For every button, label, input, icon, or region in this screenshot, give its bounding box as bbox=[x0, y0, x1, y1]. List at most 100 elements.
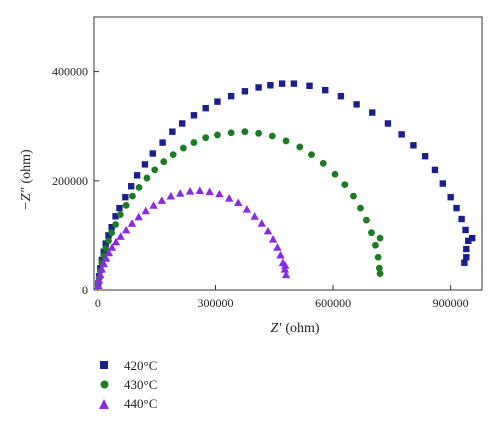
x-axis-ticks: 0 300000 600000 900000 bbox=[95, 285, 469, 310]
legend-label-430: 430°C bbox=[124, 376, 158, 392]
plot-frame bbox=[93, 16, 483, 291]
data-point-square bbox=[431, 166, 439, 174]
data-point-circle bbox=[371, 241, 379, 249]
data-point-circle bbox=[341, 181, 349, 189]
data-point-square bbox=[410, 142, 417, 149]
data-point-square bbox=[241, 88, 249, 95]
legend-label-420: 420°C bbox=[124, 357, 158, 373]
data-point-square bbox=[108, 224, 115, 231]
data-point-circle bbox=[135, 183, 143, 191]
data-point-square bbox=[469, 234, 476, 242]
data-point-square bbox=[122, 193, 129, 201]
circle-marker-icon bbox=[98, 379, 110, 391]
data-point-triangle bbox=[166, 191, 176, 200]
data-point-triangle bbox=[234, 198, 243, 207]
data-point-square bbox=[421, 153, 429, 160]
data-point-circle bbox=[268, 132, 276, 140]
data-point-triangle bbox=[276, 250, 285, 259]
data-point-circle bbox=[350, 192, 357, 200]
data-point-triangle bbox=[280, 265, 290, 273]
data-point-square bbox=[100, 248, 107, 255]
series-3 bbox=[94, 186, 291, 290]
data-point-triangle bbox=[257, 219, 266, 227]
data-point-circle bbox=[376, 234, 384, 242]
data-point-triangle bbox=[97, 265, 107, 273]
data-point-circle bbox=[241, 128, 249, 136]
data-point-circle bbox=[331, 170, 339, 178]
data-point-square bbox=[227, 92, 235, 100]
data-point-square bbox=[255, 84, 262, 91]
data-point-circle bbox=[374, 253, 382, 261]
data-point-circle bbox=[296, 143, 304, 151]
data-point-circle bbox=[308, 151, 315, 158]
impedance-chart: 0 200000 400000 0 300000 600000 900000 Z′ (ohm… bbox=[19, 16, 483, 336]
data-point-square bbox=[398, 131, 405, 138]
data-point-square bbox=[461, 259, 468, 266]
data-point-square bbox=[128, 183, 135, 190]
data-point-square bbox=[116, 204, 123, 212]
legend-label-440: 440°C bbox=[124, 395, 158, 411]
data-point-square bbox=[465, 237, 472, 245]
data-point-triangle bbox=[127, 219, 137, 227]
data-point-circle bbox=[376, 270, 384, 278]
data-point-triangle bbox=[242, 204, 252, 213]
data-point-triangle bbox=[185, 186, 195, 195]
data-point-square bbox=[278, 80, 286, 87]
y-tick-label: 0 bbox=[82, 283, 88, 297]
data-point-triangle bbox=[263, 226, 273, 235]
data-point-circle bbox=[202, 134, 210, 142]
y-tick-label: 200000 bbox=[52, 174, 88, 188]
x-tick-label: 600000 bbox=[315, 296, 351, 310]
legend-item-440: 440°C bbox=[98, 394, 157, 413]
data-point-square bbox=[214, 98, 221, 105]
data-point-circle bbox=[362, 216, 370, 224]
data-point-square bbox=[322, 86, 329, 94]
y-axis-ticks: 0 200000 400000 bbox=[52, 65, 99, 297]
series-2 bbox=[94, 128, 384, 288]
data-point-circle bbox=[102, 245, 110, 252]
data-point-square bbox=[384, 120, 392, 127]
data-point-triangle bbox=[268, 235, 278, 243]
data-point-square bbox=[169, 128, 176, 135]
x-axis-label: Z′ (ohm) bbox=[270, 321, 319, 336]
data-markers bbox=[94, 80, 476, 290]
data-point-square bbox=[190, 112, 198, 119]
data-point-circle bbox=[129, 192, 136, 200]
data-point-circle bbox=[143, 174, 151, 182]
y-axis-label: −Z″(ohm) bbox=[19, 149, 34, 211]
data-point-circle bbox=[116, 211, 124, 219]
data-point-circle bbox=[357, 204, 364, 212]
data-point-triangle bbox=[176, 189, 185, 197]
data-point-triangle bbox=[111, 237, 121, 246]
triangle-marker-icon bbox=[98, 398, 110, 410]
data-point-triangle bbox=[121, 225, 131, 234]
data-point-circle bbox=[319, 159, 327, 167]
data-point-square bbox=[458, 215, 465, 223]
data-point-triangle bbox=[96, 270, 105, 279]
data-point-circle bbox=[105, 237, 112, 245]
data-point-circle bbox=[122, 201, 130, 209]
legend-item-420: 420°C bbox=[98, 356, 157, 375]
data-point-triangle bbox=[281, 270, 291, 279]
data-point-triangle bbox=[215, 189, 224, 198]
data-point-triangle bbox=[141, 206, 150, 215]
square-marker-icon bbox=[98, 360, 110, 372]
data-point-circle bbox=[190, 139, 198, 146]
data-point-square bbox=[447, 193, 454, 201]
data-point-circle bbox=[227, 129, 235, 137]
data-point-square bbox=[453, 204, 460, 212]
data-point-circle bbox=[112, 221, 119, 228]
data-point-triangle bbox=[94, 275, 104, 284]
data-point-triangle bbox=[107, 243, 117, 251]
data-point-square bbox=[462, 226, 469, 234]
data-point-circle bbox=[108, 229, 116, 237]
data-point-triangle bbox=[273, 243, 282, 251]
data-point-square bbox=[112, 213, 119, 220]
data-point-square bbox=[102, 240, 109, 247]
data-point-triangle bbox=[205, 187, 214, 196]
data-point-square bbox=[369, 109, 376, 116]
data-point-triangle bbox=[104, 248, 114, 257]
data-point-square bbox=[337, 92, 345, 100]
data-point-triangle bbox=[99, 259, 108, 268]
data-point-square bbox=[290, 80, 298, 87]
